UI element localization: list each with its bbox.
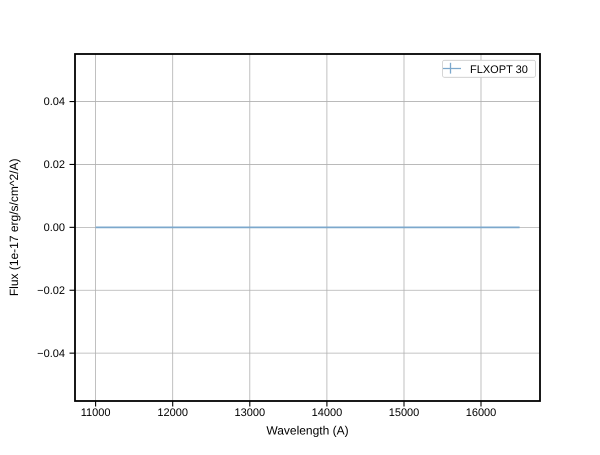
- svg-text:12000: 12000: [157, 407, 188, 419]
- svg-text:0.00: 0.00: [44, 222, 65, 234]
- svg-text:16000: 16000: [466, 407, 497, 419]
- svg-text:15000: 15000: [389, 407, 420, 419]
- svg-text:FLXOPT 30: FLXOPT 30: [470, 64, 528, 76]
- svg-text:Wavelength (A): Wavelength (A): [266, 424, 348, 438]
- svg-text:−0.04: −0.04: [37, 348, 65, 360]
- svg-text:13000: 13000: [235, 407, 266, 419]
- svg-text:−0.02: −0.02: [37, 285, 65, 297]
- svg-text:14000: 14000: [312, 407, 343, 419]
- svg-text:0.04: 0.04: [44, 96, 65, 108]
- svg-text:0.02: 0.02: [44, 159, 65, 171]
- svg-text:11000: 11000: [81, 407, 111, 419]
- svg-text:Flux (1e-17 erg/s/cm^2/A): Flux (1e-17 erg/s/cm^2/A): [7, 159, 21, 297]
